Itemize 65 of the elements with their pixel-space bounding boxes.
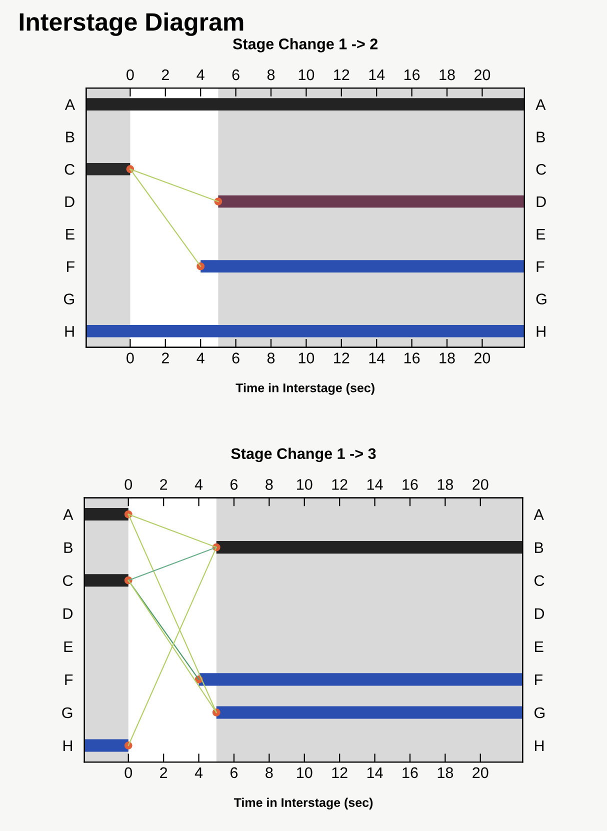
- x2-tick-label: 14: [369, 70, 385, 80]
- y-tick-label: A: [536, 99, 546, 110]
- x2-tick-label: 0: [124, 479, 132, 490]
- x-tick-label: 10: [298, 352, 314, 364]
- x2-tick-label: 16: [402, 479, 418, 490]
- x2-tick-label: 20: [472, 479, 488, 490]
- chart-title: Stage Change 1 -> 2: [232, 38, 378, 52]
- y-tick-label: E: [64, 641, 73, 652]
- y-tick-label: H: [63, 740, 72, 752]
- x2-tick-label: 18: [440, 69, 455, 80]
- x-tick-label: 18: [440, 352, 455, 364]
- x2-tick-label: 14: [367, 479, 383, 490]
- y-tick-label: F: [536, 261, 544, 272]
- y-tick-label: A: [63, 509, 74, 520]
- x-tick-label: 4: [196, 352, 204, 364]
- x-tick-label: 2: [162, 352, 169, 364]
- text: Interstage Diagram: [20, 12, 244, 36]
- x-tick-label: 20: [472, 767, 488, 778]
- y-tick-label: H: [536, 326, 546, 337]
- x2-tick-label: 12: [332, 479, 348, 490]
- x2-tick-label: 6: [230, 479, 238, 490]
- y-tick-label: D: [63, 608, 73, 619]
- x2-tick-label: 2: [160, 479, 168, 490]
- x-tick-label: 20: [474, 352, 490, 364]
- x2-tick-label: 4: [194, 479, 203, 490]
- x2-tick-label: 12: [334, 69, 350, 80]
- x2-tick-label: 4: [196, 70, 204, 80]
- y-tick-label: C: [63, 575, 73, 586]
- x2-tick-label: 20: [474, 69, 490, 80]
- y-tick-label: G: [62, 707, 72, 718]
- x2-tick-label: 10: [298, 69, 314, 80]
- y-tick-label: D: [536, 196, 546, 208]
- y-tick-label: F: [65, 674, 73, 685]
- x-tick-label: 8: [266, 767, 273, 778]
- y-tick-label: G: [536, 294, 546, 304]
- x-tick-label: 6: [232, 352, 240, 364]
- x-tick-label: 8: [267, 352, 275, 364]
- y-tick-label: E: [536, 228, 546, 240]
- x-tick-label: 18: [438, 767, 454, 778]
- x-tick-label: 14: [367, 767, 383, 778]
- x2-tick-label: 8: [267, 69, 275, 80]
- x2-tick-label: 2: [162, 69, 169, 80]
- y-tick-label: B: [536, 132, 545, 142]
- x-axis-title: Time in Interstage (sec): [234, 798, 373, 810]
- x-tick-label: 10: [297, 767, 312, 778]
- x2-tick-label: 8: [266, 479, 273, 490]
- x-tick-label: 2: [160, 767, 168, 778]
- x-tick-label: 12: [332, 767, 348, 778]
- x-tick-label: 16: [402, 767, 418, 778]
- x2-tick-label: 16: [404, 69, 420, 80]
- x-tick-label: 12: [334, 352, 350, 364]
- x2-tick-label: 0: [126, 69, 134, 80]
- x2-tick-label: 18: [438, 479, 454, 490]
- x2-tick-label: 10: [297, 479, 312, 490]
- x-axis-title: Time in Interstage (sec): [236, 383, 374, 395]
- y-tick-label: B: [64, 542, 72, 553]
- x-tick-label: 16: [404, 352, 420, 364]
- x-tick-label: 4: [194, 767, 203, 778]
- y-tick-label: C: [536, 164, 546, 175]
- x-tick-label: 6: [230, 767, 238, 778]
- x-tick-label: 14: [369, 352, 385, 364]
- x-tick-label: 0: [124, 767, 132, 778]
- chart-title: Stage Change 1 -> 3: [231, 448, 376, 462]
- x2-tick-label: 6: [232, 69, 240, 80]
- x-tick-label: 0: [126, 352, 134, 364]
